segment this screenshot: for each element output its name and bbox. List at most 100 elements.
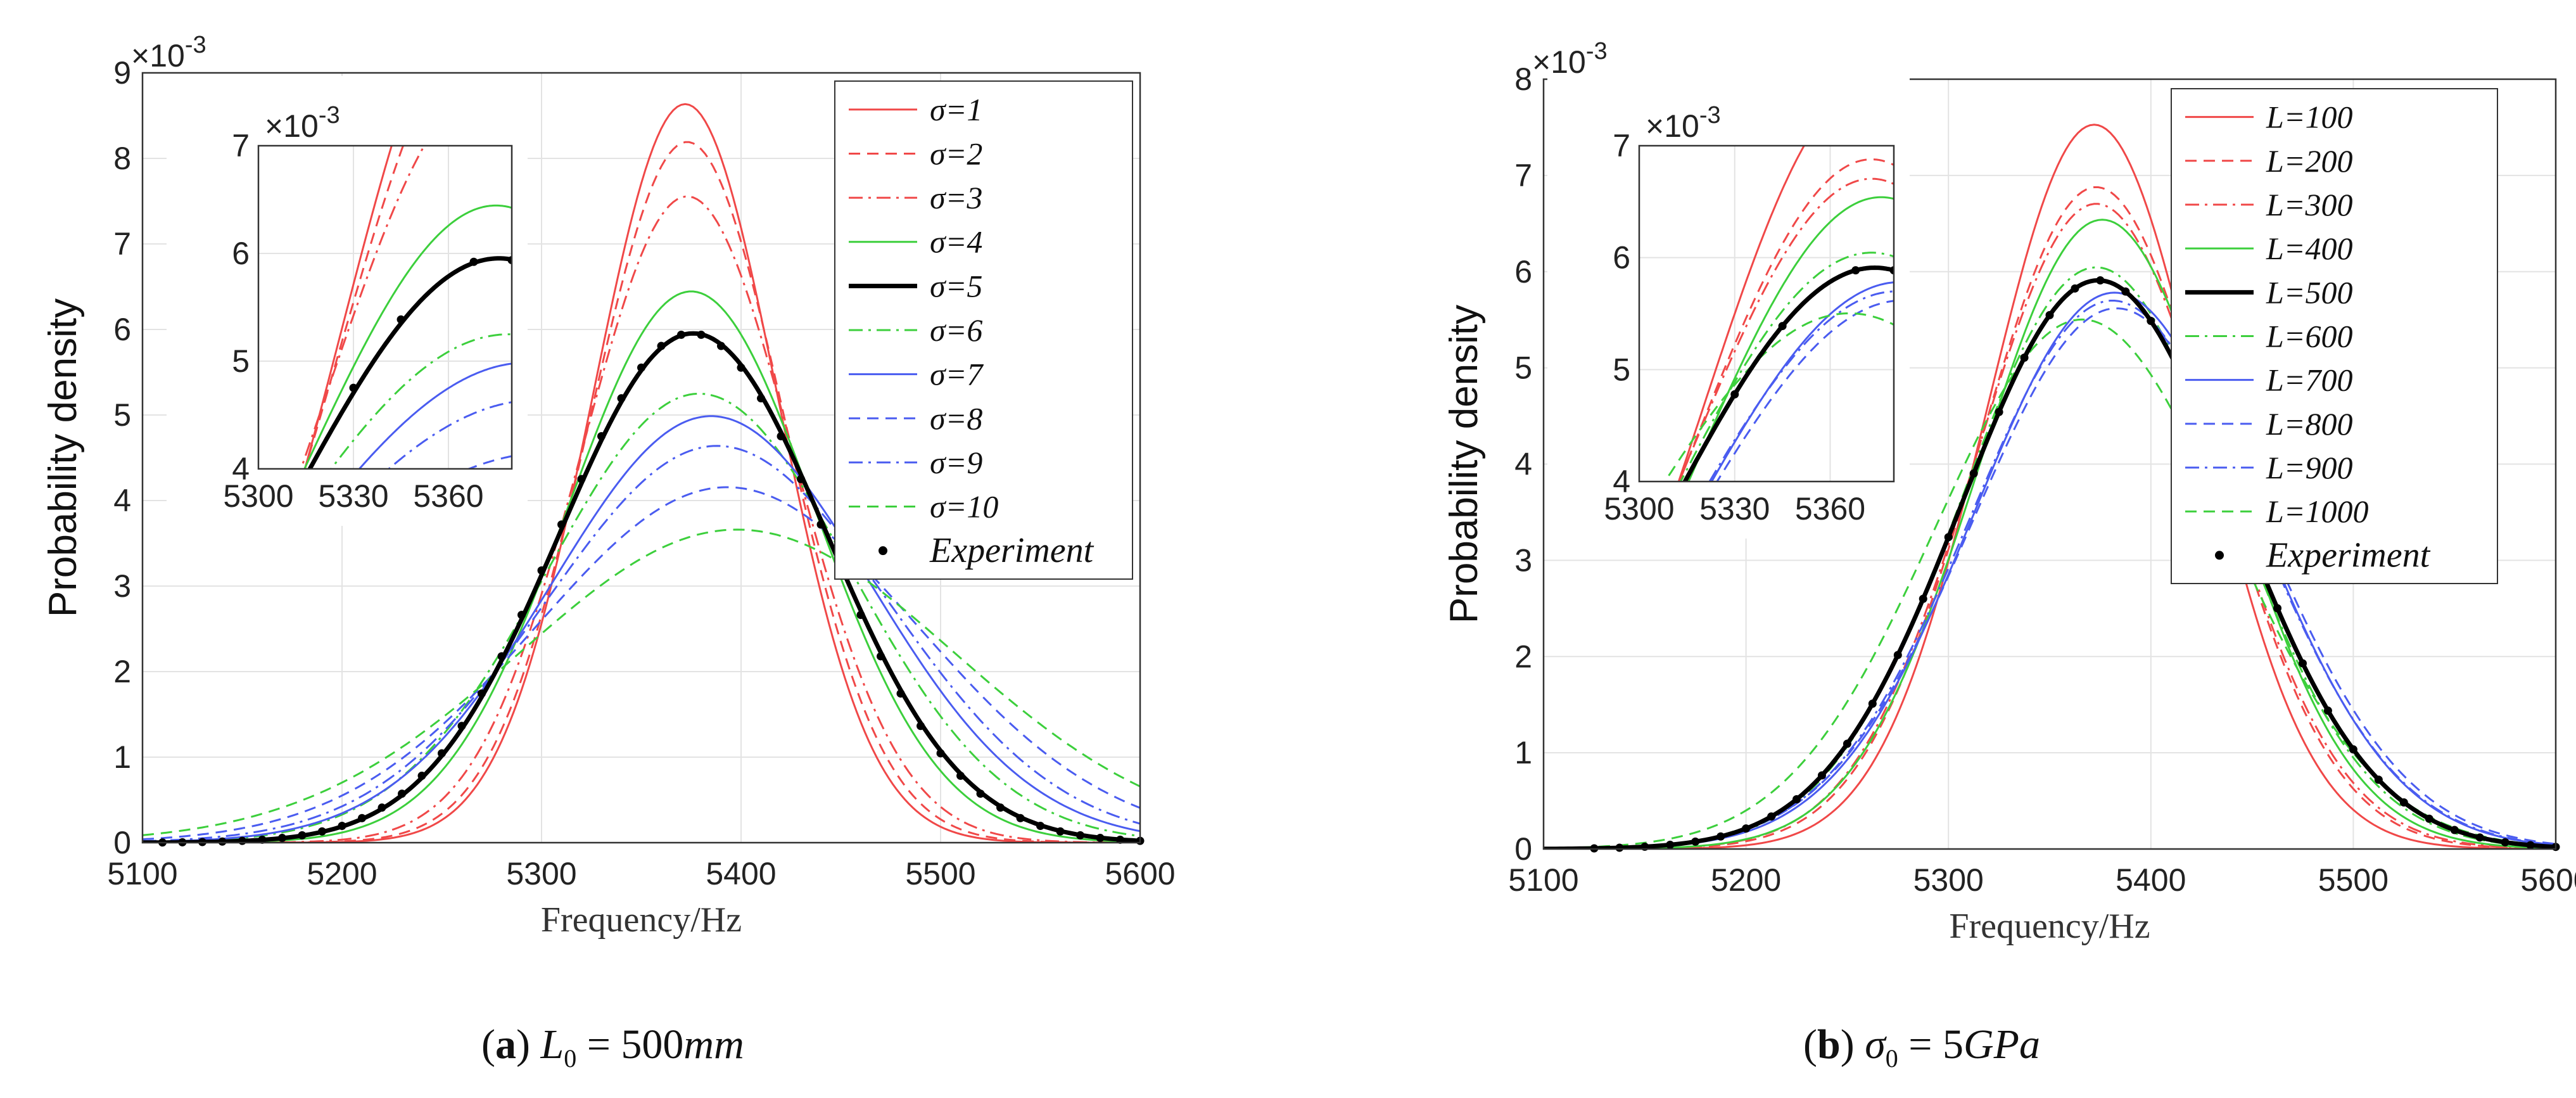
x-tick-label: 5600 xyxy=(1105,856,1175,891)
experiment-point xyxy=(517,611,526,620)
experiment-point xyxy=(2526,841,2535,850)
experiment-point xyxy=(1868,699,1877,708)
caption-label: a xyxy=(495,1021,516,1068)
experiment-point xyxy=(2071,284,2079,293)
y-tick-label: 1 xyxy=(113,739,131,775)
caption-label: b xyxy=(1817,1021,1841,1068)
experiment-point xyxy=(398,789,406,798)
y-tick-label: 0 xyxy=(1514,831,1532,867)
legend-label-experiment: Experiment xyxy=(2266,535,2431,575)
experiment-point xyxy=(318,827,326,836)
experiment-point xyxy=(298,831,307,839)
experiment-point xyxy=(777,431,785,440)
x-tick-label: 5600 xyxy=(2520,862,2576,898)
y-tick-label: 7 xyxy=(113,226,131,262)
legend-label-5: L=500 xyxy=(2266,274,2353,310)
x-tick-label: 5300 xyxy=(506,856,576,891)
legend-label-10: σ=10 xyxy=(930,489,998,525)
inset-y-tick-label: 5 xyxy=(1613,352,1630,387)
y-tick-label: 3 xyxy=(1514,542,1532,578)
experiment-point xyxy=(1843,739,1851,748)
experiment-point xyxy=(2425,814,2433,823)
legend-label-1: L=100 xyxy=(2266,99,2353,135)
y-exponent-power: -3 xyxy=(1586,38,1608,65)
legend-label-7: σ=7 xyxy=(930,357,984,392)
experiment-point xyxy=(2045,310,2054,319)
legend-label-6: σ=6 xyxy=(930,312,982,348)
inset-axes-box xyxy=(1638,144,1895,483)
experiment-point xyxy=(438,749,446,758)
experiment-point xyxy=(1666,840,1675,849)
y-tick-label: 1 xyxy=(1514,735,1532,770)
y-axis-label: Probability density xyxy=(41,298,85,617)
experiment-point xyxy=(1919,594,1927,603)
experiment-point xyxy=(1116,835,1124,844)
experiment-point xyxy=(1076,831,1084,839)
chart-caption: (a) L0 = 500mm xyxy=(481,1021,744,1073)
inset-y-tick-label: 4 xyxy=(232,451,250,487)
inset-x-tick-label: 5330 xyxy=(1699,491,1770,527)
y-exponent-label: ×10-3 xyxy=(1532,38,1608,80)
inset-x-tick-label: 5360 xyxy=(1795,491,1865,527)
legend-label-2: L=200 xyxy=(2266,143,2353,179)
x-tick-label: 5500 xyxy=(905,856,975,891)
inset-series-line-9 xyxy=(387,401,512,469)
experiment-point xyxy=(896,689,905,698)
series-line-1 xyxy=(1544,124,2556,849)
chart-caption: (b) σ0 = 5GPa xyxy=(1803,1021,2040,1073)
axes-box xyxy=(141,72,1141,844)
y-tick-label: 8 xyxy=(113,141,131,176)
inset-x-tick-label: 5360 xyxy=(413,478,483,514)
legend: L=100 L=200 L=300 L=400 L=500 L=600 L=700 L=800… xyxy=(2171,88,2498,584)
inset-curves xyxy=(300,146,512,469)
y-exponent-base: ×10 xyxy=(1532,44,1586,80)
x-tick-label: 5200 xyxy=(1711,862,1781,898)
inset-experiment-point xyxy=(1730,390,1739,399)
legend-label-2: σ=2 xyxy=(930,136,982,171)
experiment-point xyxy=(2349,745,2357,754)
inset-series-line-7 xyxy=(1710,281,1894,482)
inset-experiment-point xyxy=(469,257,478,266)
inset-series-line-4 xyxy=(303,204,512,469)
experiment-point xyxy=(1944,533,1953,542)
experiment-point xyxy=(996,803,1005,812)
experiment-point xyxy=(737,363,746,372)
experiment-point xyxy=(637,363,645,372)
experiment-point xyxy=(1767,812,1776,821)
inset-exponent-base: ×10 xyxy=(265,108,319,144)
inset-y-tick-label: 7 xyxy=(1613,128,1630,163)
caption-symbol: L xyxy=(540,1021,564,1068)
legend-label-experiment: Experiment xyxy=(929,531,1094,570)
experiment-point xyxy=(617,394,626,403)
y-tick-label: 5 xyxy=(1514,350,1532,386)
caption-value: = 5 xyxy=(1898,1021,1964,1068)
inset-series-line-1 xyxy=(1677,146,1806,482)
series-line-8 xyxy=(143,486,1140,841)
inset-series-line-5 xyxy=(307,256,512,469)
x-tick-label: 5100 xyxy=(1508,862,1578,898)
y-tick-label: 7 xyxy=(1514,158,1532,193)
experiment-point xyxy=(1817,771,1826,780)
legend-swatch-experiment xyxy=(2215,551,2224,560)
legend-label-10: L=1000 xyxy=(2266,494,2369,529)
inset-axes-box xyxy=(257,144,513,470)
inset-y-tick-label: 7 xyxy=(232,128,250,163)
y-tick-label: 4 xyxy=(113,483,131,518)
axes-box xyxy=(1542,78,2557,850)
experiment-point xyxy=(358,814,366,822)
experiment-point xyxy=(577,475,586,483)
y-tick-label: 6 xyxy=(1514,254,1532,290)
caption-paren-close: ) xyxy=(516,1021,540,1068)
experiment-point xyxy=(478,689,486,698)
y-tick-label: 2 xyxy=(1514,639,1532,674)
experiment-points xyxy=(158,330,1145,847)
inset-series-line-9 xyxy=(1708,290,1894,482)
x-tick-label: 5400 xyxy=(2116,862,2186,898)
experiment-point xyxy=(2299,659,2307,668)
inset-series-line-1 xyxy=(303,146,393,469)
inset-experiment-point xyxy=(507,256,512,265)
series-line-4 xyxy=(1544,219,2556,849)
series-line-10 xyxy=(143,528,1140,836)
